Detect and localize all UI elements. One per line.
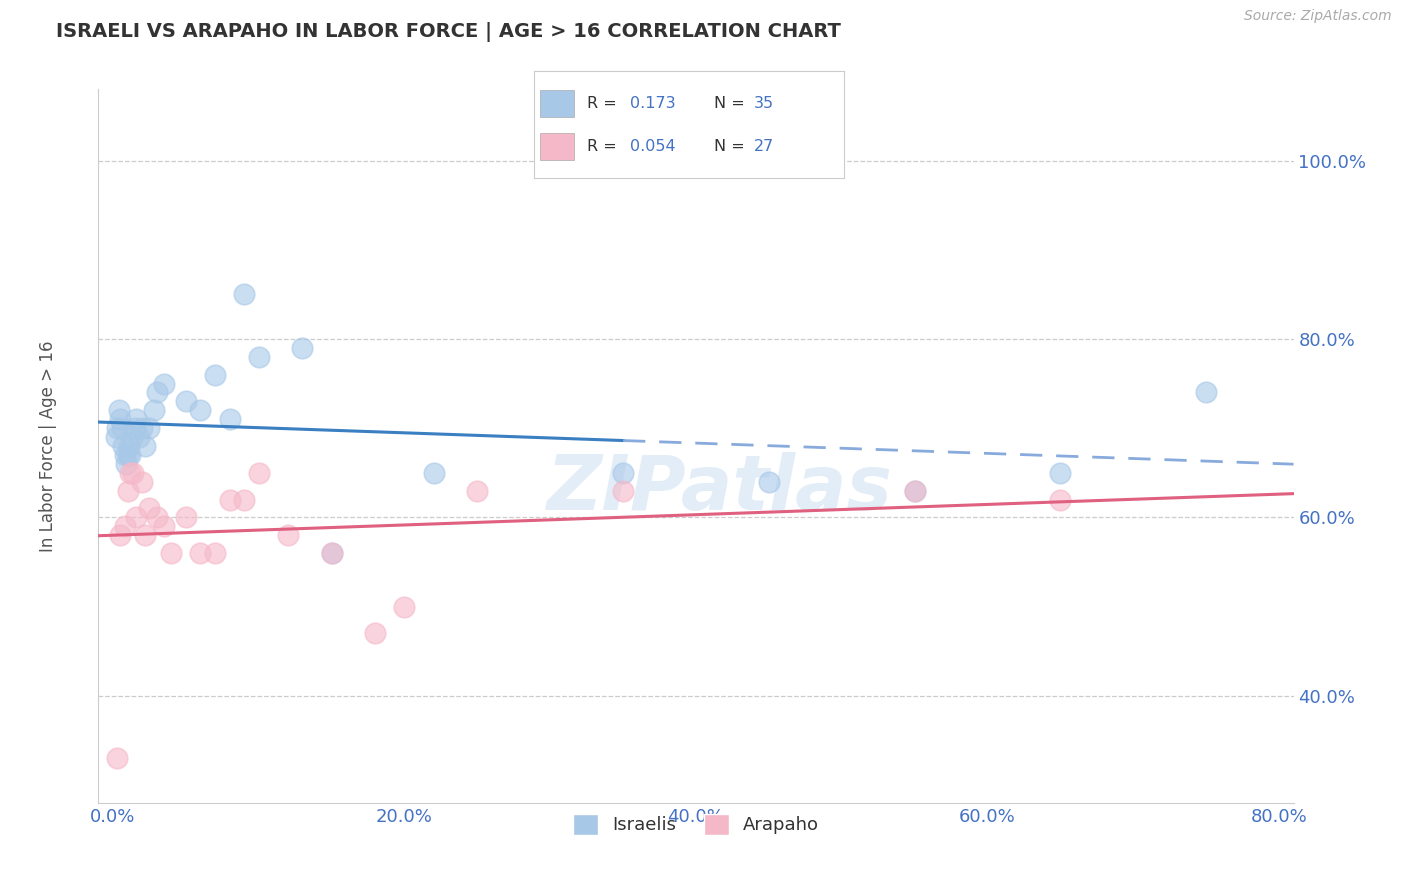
Text: ISRAELI VS ARAPAHO IN LABOR FORCE | AGE > 16 CORRELATION CHART: ISRAELI VS ARAPAHO IN LABOR FORCE | AGE … [56, 22, 841, 42]
Point [364, 626, 387, 640]
Y-axis label: In Labor Force | Age > 16: In Labor Force | Age > 16 [39, 340, 56, 552]
Point [110, 412, 132, 426]
Point [134, 528, 156, 542]
Point [247, 466, 270, 480]
Point [121, 430, 143, 444]
Point [321, 546, 343, 560]
Text: 27: 27 [754, 139, 775, 153]
Point [145, 510, 167, 524]
Point [233, 287, 256, 301]
Point [128, 430, 150, 444]
Point [153, 519, 176, 533]
Point [204, 546, 226, 560]
FancyBboxPatch shape [540, 90, 575, 117]
Point [277, 528, 299, 542]
Point [105, 751, 128, 765]
Point [104, 430, 127, 444]
Point [160, 546, 183, 560]
Point [247, 350, 270, 364]
Point [612, 466, 634, 480]
Point [190, 403, 212, 417]
Point [218, 412, 240, 426]
Point [903, 483, 925, 498]
Text: R =: R = [586, 96, 621, 111]
Text: 0.054: 0.054 [630, 139, 676, 153]
Point [142, 403, 165, 417]
Text: 35: 35 [754, 96, 775, 111]
Point [111, 421, 134, 435]
Point [903, 483, 925, 498]
Point [218, 492, 240, 507]
Point [117, 483, 139, 498]
Point [131, 475, 153, 489]
Text: Source: ZipAtlas.com: Source: ZipAtlas.com [1244, 9, 1392, 23]
Point [1049, 466, 1071, 480]
Point [108, 403, 131, 417]
Point [394, 599, 416, 614]
Point [110, 528, 132, 542]
Text: N =: N = [714, 96, 749, 111]
Point [153, 376, 176, 391]
Point [115, 457, 138, 471]
Point [134, 439, 156, 453]
Point [105, 421, 128, 435]
Point [114, 448, 136, 462]
Point [233, 492, 256, 507]
Point [124, 421, 146, 435]
Point [117, 448, 139, 462]
Point [174, 510, 197, 524]
Text: ZIPatlas: ZIPatlas [547, 452, 893, 525]
Point [612, 483, 634, 498]
FancyBboxPatch shape [540, 133, 575, 160]
Point [112, 439, 135, 453]
Point [131, 421, 153, 435]
Point [125, 510, 148, 524]
Text: N =: N = [714, 139, 749, 153]
Point [138, 421, 160, 435]
Point [120, 466, 142, 480]
Point [120, 448, 142, 462]
Text: R =: R = [586, 139, 621, 153]
Point [125, 412, 148, 426]
Point [1049, 492, 1071, 507]
Point [122, 466, 145, 480]
Point [114, 519, 136, 533]
Point [291, 341, 314, 355]
Point [138, 501, 160, 516]
Point [758, 475, 780, 489]
Point [321, 546, 343, 560]
Point [174, 394, 197, 409]
Point [190, 546, 212, 560]
Point [145, 385, 167, 400]
Point [422, 466, 444, 480]
Point [118, 439, 141, 453]
Text: 0.173: 0.173 [630, 96, 676, 111]
Legend: Israelis, Arapaho: Israelis, Arapaho [564, 805, 828, 844]
Point [1195, 385, 1218, 400]
Point [204, 368, 226, 382]
Point [467, 483, 489, 498]
